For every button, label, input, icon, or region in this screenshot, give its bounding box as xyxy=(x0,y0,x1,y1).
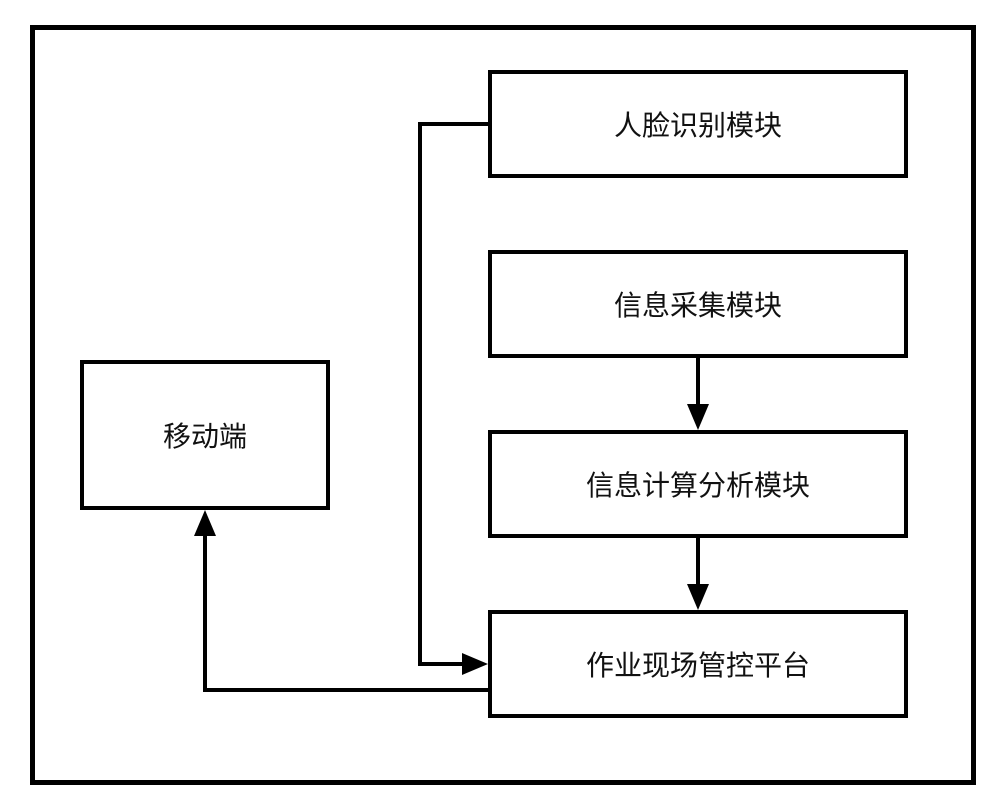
node-face: 人脸识别模块 xyxy=(488,70,908,178)
node-mobile-label: 移动端 xyxy=(163,415,247,455)
node-collect-label: 信息采集模块 xyxy=(614,284,782,324)
node-analyze: 信息计算分析模块 xyxy=(488,430,908,538)
node-platform-label: 作业现场管控平台 xyxy=(586,644,810,684)
node-face-label: 人脸识别模块 xyxy=(614,104,782,144)
node-collect: 信息采集模块 xyxy=(488,250,908,358)
node-analyze-label: 信息计算分析模块 xyxy=(586,464,810,504)
node-mobile: 移动端 xyxy=(80,360,330,510)
node-platform: 作业现场管控平台 xyxy=(488,610,908,718)
diagram-canvas: 移动端 人脸识别模块 信息采集模块 信息计算分析模块 作业现场管控平台 xyxy=(0,0,1000,811)
